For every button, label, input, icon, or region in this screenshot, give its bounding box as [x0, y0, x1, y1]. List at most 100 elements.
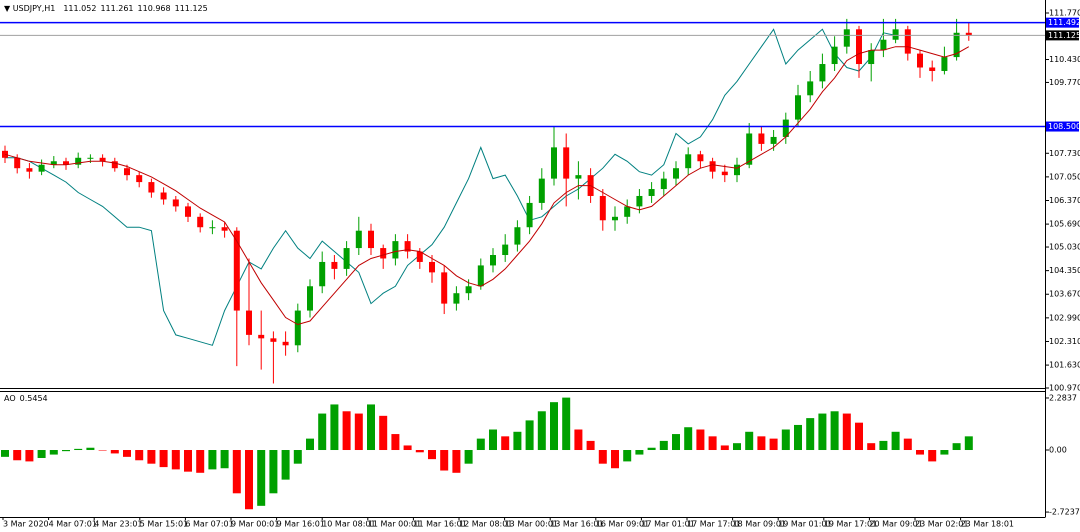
candle-body — [429, 261, 435, 273]
x-tick-label: 9 Mar 16:01 — [277, 520, 325, 529]
candle-body — [111, 161, 118, 169]
candle-body — [685, 154, 692, 169]
ao-bar — [489, 429, 497, 451]
ao-bar — [940, 450, 949, 455]
ao-bar — [891, 431, 900, 451]
candle-body — [831, 46, 838, 65]
y-tick-label: 102.310 — [1049, 337, 1080, 346]
ao-bar — [794, 424, 802, 451]
ao-bar — [513, 431, 522, 451]
candle-body — [868, 50, 875, 65]
y-tick-label: 110.430 — [1049, 55, 1080, 64]
candle-body — [453, 293, 460, 304]
candle-body — [514, 227, 521, 245]
ao-bar — [123, 450, 131, 457]
price-label-box — [1046, 30, 1079, 41]
candle-body — [307, 286, 313, 311]
symbol: USDJPY,H1 — [13, 4, 56, 13]
candle-body — [160, 192, 167, 200]
ao-bar — [281, 450, 290, 480]
ao-bar — [659, 440, 668, 451]
ao-bar — [330, 404, 339, 451]
ao-bar — [562, 397, 571, 451]
price-label: 108.500 — [1048, 122, 1080, 131]
x-tick-label: 6 Mar 07:01 — [185, 520, 233, 529]
candle-body — [709, 161, 716, 172]
ao-bar — [220, 450, 229, 469]
x-tick-label: 19 Mar 17:01 — [824, 520, 877, 529]
indicator-header: AO 0.5454 — [4, 394, 48, 403]
candle-body — [538, 178, 545, 203]
x-tick-label: 4 Mar 07:01 — [49, 520, 97, 529]
ao-bar — [903, 438, 912, 451]
price-label: 111.125 — [1048, 31, 1080, 40]
ao-bar — [574, 429, 583, 451]
candle-body — [221, 227, 228, 231]
close: 111.125 — [175, 4, 208, 13]
candle-body — [953, 32, 960, 58]
candle-body — [392, 241, 399, 259]
ao-bar — [318, 413, 327, 451]
candle-body — [87, 157, 94, 159]
candle-body — [673, 168, 679, 179]
ao-bar — [720, 445, 729, 451]
candle-body — [380, 248, 387, 259]
y-tick-label: 103.670 — [1049, 290, 1080, 299]
price-panel: 111.125 111.492 108.500 — [0, 17, 1080, 384]
candle-body — [185, 206, 191, 217]
ao-bar — [647, 447, 656, 451]
candle-body — [782, 119, 789, 137]
ao-bar — [550, 402, 558, 451]
menu-arrow: ▼ — [4, 4, 13, 13]
ao-bar — [1, 450, 9, 457]
high: 111.261 — [100, 4, 133, 13]
candle-body — [148, 182, 155, 193]
y-tick-label: 105.030 — [1049, 243, 1080, 252]
x-tick-label: 11 Mar 00:01 — [368, 520, 421, 529]
candle-body — [63, 161, 69, 165]
ao-bar — [464, 450, 473, 464]
ao-bar — [928, 450, 937, 462]
ao-bar — [159, 450, 168, 468]
ao-bar — [842, 413, 851, 451]
candle-body — [404, 241, 411, 252]
candle-body — [502, 244, 509, 256]
ao-bar — [452, 450, 461, 473]
candle-body — [648, 189, 655, 196]
moving-average — [4, 46, 970, 326]
ao-bar — [440, 450, 449, 471]
candle-body — [209, 227, 216, 229]
y-tick-label: 101.630 — [1049, 361, 1080, 370]
candle-body — [770, 136, 777, 144]
candle-body — [697, 154, 704, 162]
ao-bar — [391, 434, 400, 451]
candle-body — [526, 202, 533, 228]
ao-bar — [135, 450, 144, 461]
ao-bar — [428, 450, 436, 460]
x-tick-label: 11 Mar 16:01 — [413, 520, 466, 529]
candle-body — [807, 81, 814, 96]
ao-bar — [232, 450, 241, 494]
x-tick-label: 13 Mar 00:01 — [505, 520, 558, 529]
x-tick-label: 4 Mar 23:01 — [94, 520, 142, 529]
candle-body — [343, 248, 350, 269]
ao-bar — [672, 434, 680, 451]
ao-bar — [623, 450, 632, 462]
ao-bar — [196, 450, 205, 473]
candle-body — [477, 265, 484, 287]
candle-body — [551, 147, 557, 179]
candle-body — [917, 53, 923, 68]
ao-bar — [745, 431, 754, 451]
ao-bar — [830, 411, 839, 451]
candle-body — [490, 255, 496, 266]
ao-bar — [879, 440, 888, 451]
candle-body — [819, 64, 826, 82]
price-label: 111.492 — [1048, 18, 1080, 27]
candle-body — [465, 286, 472, 294]
candle-body — [575, 175, 582, 179]
candle-body — [26, 168, 33, 172]
ao-bar — [598, 450, 607, 464]
ao-bar — [74, 448, 83, 451]
candle-body — [50, 161, 57, 165]
